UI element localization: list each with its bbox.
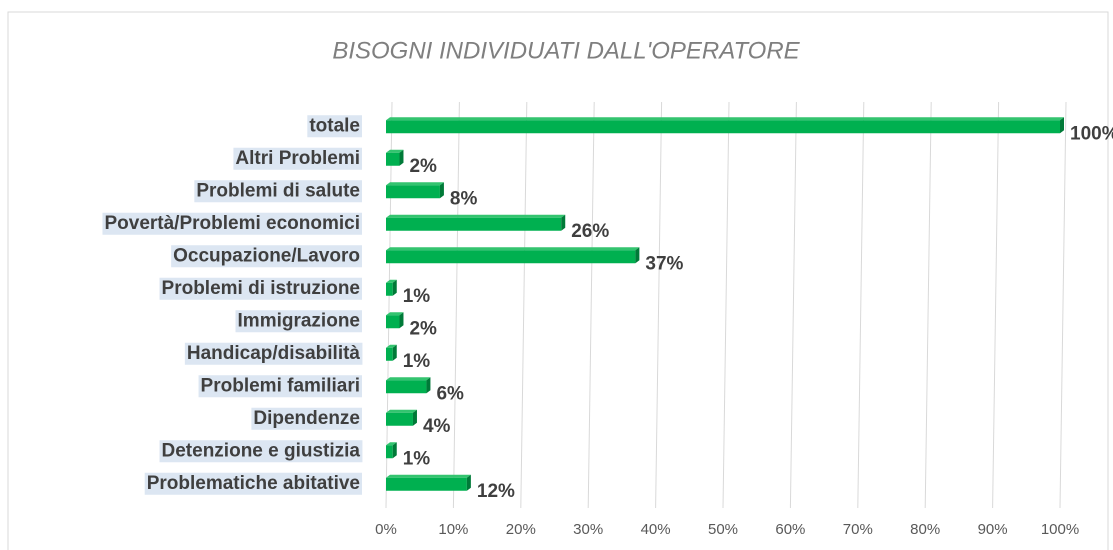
bar-top <box>386 312 404 316</box>
bar-side <box>561 214 566 231</box>
label-highlight <box>307 115 362 138</box>
bar <box>386 250 636 264</box>
grid-line <box>924 101 932 509</box>
y-tick-label: Problemi di istruzione <box>162 278 360 299</box>
y-tick-label: Occupazione/Lavoro <box>173 245 360 266</box>
x-tick-label: 100% <box>1041 521 1079 538</box>
bar <box>386 152 400 166</box>
bar <box>386 347 393 361</box>
y-tick-label: Handicap/disabilità <box>187 343 361 364</box>
label-highlight <box>184 342 363 365</box>
bar-side <box>1060 117 1064 134</box>
y-tick-label: Problemi di salute <box>196 180 360 201</box>
chart-title: BISOGNI INDIVIDUATI DALL'OPERATORE <box>332 37 800 64</box>
bar <box>386 282 393 296</box>
value-label: 37% <box>645 253 683 274</box>
value-label: 100% <box>1070 123 1113 144</box>
y-tick-label: Problemi familiari <box>201 375 360 396</box>
bar-side <box>439 182 444 199</box>
grid-line <box>1059 101 1067 509</box>
x-tick-label: 90% <box>978 521 1008 538</box>
y-tick-label: Altri Problemi <box>235 148 360 169</box>
bar <box>386 217 562 231</box>
bar-top <box>386 409 417 413</box>
bar <box>386 380 427 394</box>
grid-line <box>857 101 865 509</box>
x-tick-label: 70% <box>843 521 873 538</box>
y-tick-label: totale <box>309 115 360 136</box>
bar-side <box>466 474 471 491</box>
grid-line <box>520 101 528 509</box>
bar-top <box>386 344 397 348</box>
bar <box>386 120 1060 134</box>
bar-side <box>392 279 397 296</box>
value-label: 1% <box>403 448 431 469</box>
label-highlight <box>171 245 362 268</box>
label-highlight <box>235 310 362 333</box>
label-highlight <box>251 407 362 430</box>
bar-side <box>399 312 404 329</box>
bar-side <box>426 377 431 394</box>
grid-line <box>722 101 730 509</box>
grid-line <box>789 101 797 509</box>
value-label: 26% <box>571 221 609 242</box>
bar <box>386 315 400 329</box>
value-label: 8% <box>450 188 478 209</box>
x-tick-label: 0% <box>375 521 397 538</box>
bar-top <box>386 149 404 153</box>
grid-line <box>452 101 460 509</box>
value-label: 1% <box>403 351 431 372</box>
bar-top <box>386 474 471 478</box>
value-label: 2% <box>409 318 437 339</box>
label-highlight <box>159 277 362 300</box>
value-label: 2% <box>409 156 437 177</box>
value-label: 4% <box>423 416 451 437</box>
value-label: 1% <box>403 286 431 307</box>
grid-line <box>385 101 393 509</box>
bar-top <box>386 377 431 381</box>
value-label: 6% <box>436 383 464 404</box>
y-tick-label: Immigrazione <box>238 310 360 331</box>
bar-top <box>386 279 397 283</box>
x-tick-label: 30% <box>573 521 603 538</box>
bar-side <box>635 247 640 264</box>
x-tick-label: 80% <box>910 521 940 538</box>
grid-line <box>587 101 595 509</box>
label-highlight <box>194 180 362 203</box>
chart-frame <box>7 11 1109 550</box>
grid-line <box>655 101 663 509</box>
label-highlight <box>102 212 362 235</box>
label-highlight <box>233 147 362 170</box>
bar-side <box>399 149 404 166</box>
x-tick-label: 20% <box>506 521 536 538</box>
bar-side <box>392 344 397 361</box>
y-tick-label: Problematiche abitative <box>147 473 360 494</box>
grid-line <box>992 101 1000 509</box>
bar-top <box>386 247 640 251</box>
label-highlight <box>159 440 363 463</box>
bar <box>386 445 393 459</box>
x-tick-label: 40% <box>641 521 671 538</box>
bar <box>386 412 413 426</box>
bar <box>386 185 440 199</box>
label-highlight <box>144 472 362 495</box>
bar <box>386 477 467 491</box>
bar-top <box>386 182 444 186</box>
bar-side <box>412 409 417 426</box>
bar-side <box>392 442 397 459</box>
bar-top <box>386 214 566 218</box>
bar-top <box>386 442 397 446</box>
x-tick-label: 10% <box>438 521 468 538</box>
x-tick-label: 60% <box>775 521 805 538</box>
y-tick-label: Dipendenze <box>253 408 360 429</box>
y-tick-label: Detenzione e giustizia <box>162 440 361 461</box>
label-highlight <box>198 375 362 398</box>
x-tick-label: 50% <box>708 521 738 538</box>
y-tick-label: Povertà/Problemi economici <box>104 213 360 234</box>
value-label: 12% <box>477 481 515 502</box>
bar-top <box>386 117 1064 121</box>
